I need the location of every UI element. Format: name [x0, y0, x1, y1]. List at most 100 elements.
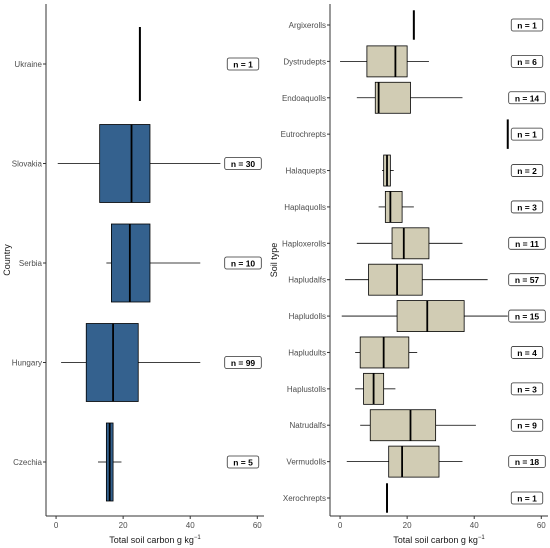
n-count-box	[224, 256, 262, 270]
x-tick-label: 0	[54, 521, 59, 530]
category-label: Hungary	[12, 359, 42, 368]
n-count-label: n = 4	[517, 348, 537, 358]
n-count-label: n = 9	[517, 421, 537, 431]
n-count-label: n = 57	[515, 275, 540, 285]
boxplot-hapludults	[355, 336, 418, 369]
n-count-box	[510, 164, 544, 177]
boxplot-haplustolls	[355, 372, 396, 405]
iqr-box	[388, 445, 440, 478]
boxplot-hungary	[61, 323, 201, 402]
x-tick-label: 20	[119, 521, 128, 530]
category-label: Czechia	[13, 458, 42, 467]
boxplot-serbia	[106, 223, 201, 303]
n-count-box	[510, 54, 544, 68]
n-count-label: n = 15	[515, 312, 540, 322]
category-label: Hapludalfs	[288, 276, 326, 285]
category-label: Argixerolls	[289, 21, 326, 30]
n-count-label: n = 6	[517, 57, 537, 67]
category-label: Halaquepts	[286, 167, 326, 176]
iqr-box	[368, 263, 423, 296]
boxplot-halaquepts	[381, 154, 394, 187]
n-count-box	[510, 491, 544, 505]
x-tick-label: 40	[186, 521, 195, 530]
boxplot-endoaquolls	[356, 81, 463, 114]
n-count-box	[510, 346, 544, 359]
n-count-label: n = 1	[517, 21, 537, 31]
boxplot-hapludolls	[341, 300, 508, 332]
n-count-label: n = 14	[515, 93, 540, 103]
iqr-box	[374, 81, 411, 114]
n-count-box	[508, 309, 546, 323]
n-count-label: n = 1	[233, 60, 253, 70]
n-count-label: n = 5	[233, 458, 253, 468]
n-count-box	[510, 200, 544, 214]
boxplot-haploxerolls	[356, 227, 463, 260]
category-label: Dystrudepts	[283, 57, 326, 66]
n-count-box	[224, 157, 262, 170]
iqr-box	[99, 124, 151, 203]
category-label: Xerochrepts	[283, 494, 326, 503]
x-axis-label-exponent: −1	[478, 535, 486, 541]
category-label: Serbia	[19, 259, 43, 268]
x-tick-label: 0	[338, 521, 343, 530]
x-tick-label: 60	[253, 521, 262, 530]
n-count-label: n = 3	[517, 384, 537, 394]
boxplot-haplaquolls	[378, 191, 414, 223]
boxplot-slovakia	[57, 124, 221, 203]
category-label: Endoaquolls	[282, 94, 326, 103]
x-axis-label-text: Total soil carbon g kg	[393, 535, 478, 545]
n-count-label: n = 10	[231, 259, 256, 269]
boxplot-hapludalfs	[345, 263, 488, 296]
n-count-box	[508, 236, 546, 250]
iqr-box	[391, 227, 430, 260]
country-panel: 0 20 40 60 Total soil carbon g kg−1 Country Uk…	[2, 4, 264, 545]
n-count-box	[508, 455, 546, 469]
n-count-box	[510, 382, 544, 396]
category-label: Hapludolls	[289, 312, 326, 321]
category-label: Vermudolls	[286, 458, 326, 467]
n-count-label: n = 2	[517, 166, 537, 176]
boxplot-natrudalfs	[360, 409, 476, 442]
n-count-box	[510, 127, 544, 141]
n-count-label: n = 30	[231, 159, 256, 169]
x-axis-label-exponent: −1	[194, 535, 202, 541]
n-count-box	[226, 57, 260, 71]
category-label: Hapludults	[288, 348, 326, 357]
n-count-label: n = 3	[517, 202, 537, 212]
iqr-box	[366, 45, 408, 78]
category-label: Haploxerolls	[282, 239, 326, 248]
n-count-label: n = 1	[517, 494, 537, 504]
category-label: Haplaquolls	[284, 203, 326, 212]
y-axis-label: Soil type	[269, 243, 279, 278]
x-tick-label: 60	[537, 521, 546, 530]
boxplot-czechia	[97, 422, 122, 502]
n-count-box	[508, 91, 546, 105]
n-count-label: n = 99	[231, 358, 256, 368]
category-label: Natrudalfs	[290, 421, 326, 430]
x-axis-label: Total soil carbon g kg−1	[109, 535, 201, 545]
x-axis-label: Total soil carbon g kg−1	[393, 535, 485, 545]
category-label: Slovakia	[12, 160, 43, 169]
iqr-box	[369, 409, 437, 442]
soil-type-panel: 0 20 40 60 Total soil carbon g kg−1 Soil type…	[269, 4, 548, 545]
x-axis-label-text: Total soil carbon g kg	[109, 535, 194, 545]
boxplot-dystrudepts	[340, 45, 429, 78]
n-count-label: n = 18	[515, 457, 540, 467]
n-count-box	[508, 273, 546, 287]
y-axis-label: Country	[2, 244, 12, 276]
iqr-box	[396, 300, 465, 332]
category-label: Ukraine	[14, 60, 42, 69]
n-count-box	[510, 418, 544, 432]
n-count-box	[224, 356, 262, 369]
category-label: Haplustolls	[287, 385, 326, 394]
x-tick-label: 40	[470, 521, 479, 530]
x-tick-label: 20	[403, 521, 412, 530]
n-count-label: n = 1	[517, 130, 537, 140]
n-count-box	[510, 18, 544, 32]
category-label: Eutrochrepts	[281, 130, 326, 139]
iqr-box	[384, 191, 403, 223]
boxplot-vermudolls	[346, 445, 463, 478]
n-count-label: n = 11	[515, 239, 539, 249]
n-count-box	[226, 455, 260, 469]
